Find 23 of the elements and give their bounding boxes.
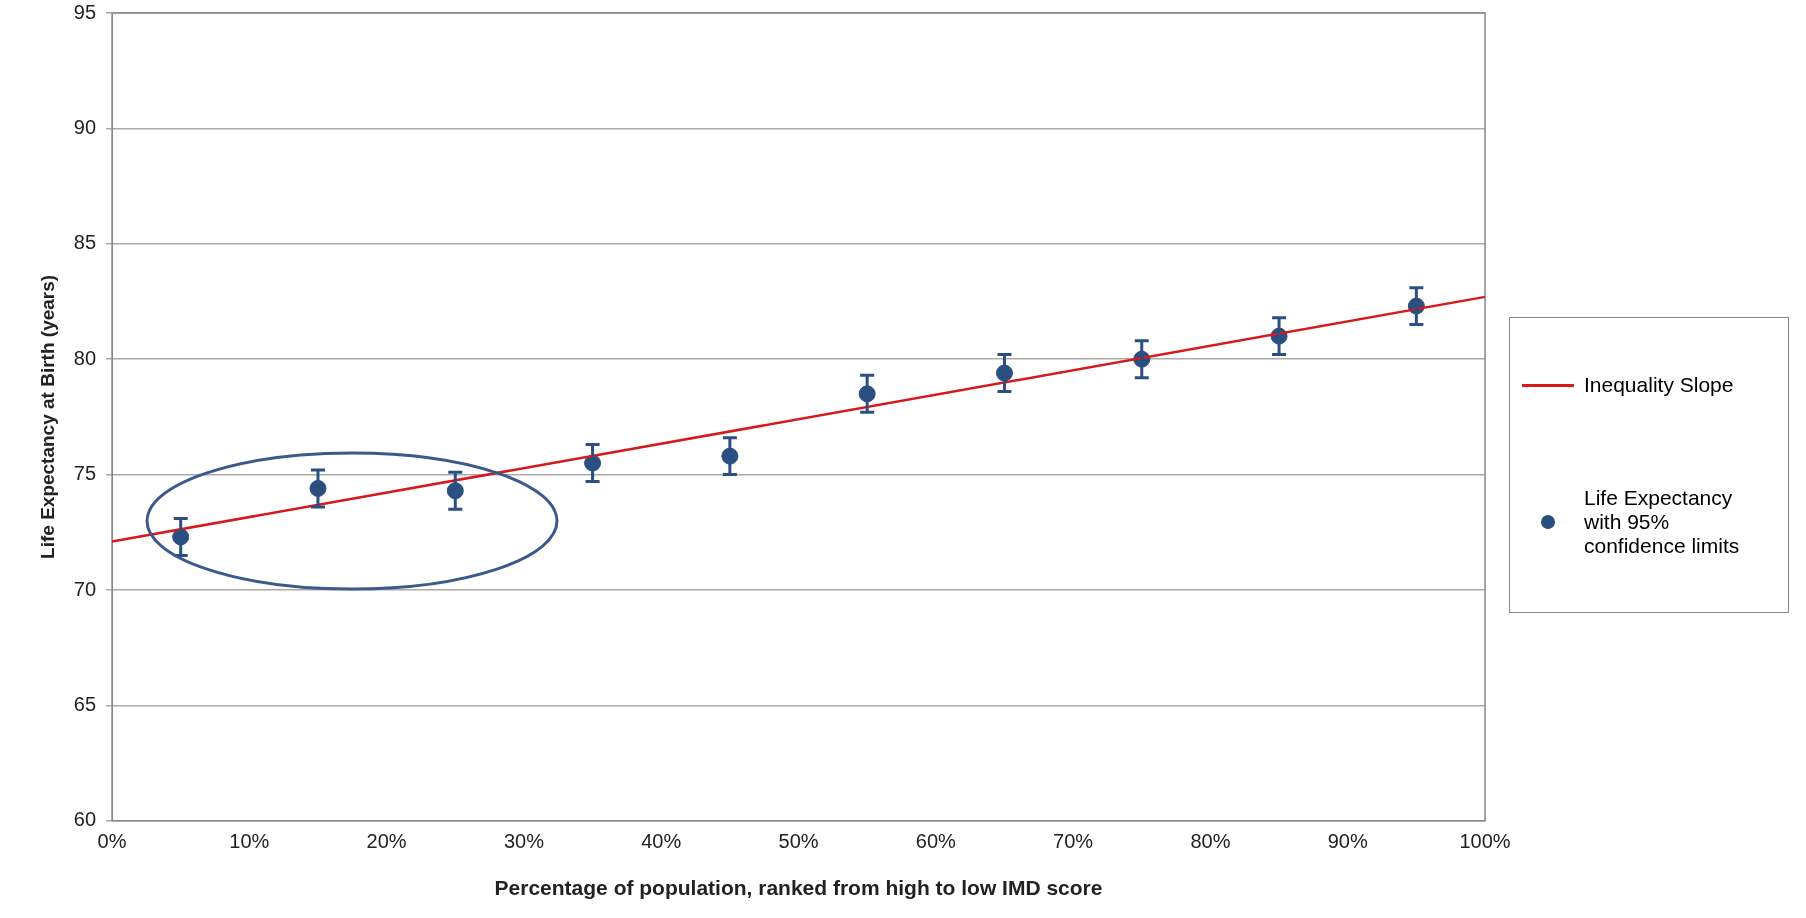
- y-tick-label: 95: [73, 0, 97, 23]
- y-tick-label: 60: [73, 808, 97, 831]
- legend-label: Life Expectancy with 95% confidence limits: [1584, 485, 1741, 558]
- y-tick-label: 75: [73, 462, 97, 485]
- x-axis-title: Percentage of population, ranked from high to low IMD score: [494, 876, 1103, 900]
- y-tick-label: 65: [73, 692, 97, 715]
- x-tick-label: 70%: [1053, 830, 1094, 853]
- x-tick-label: 60%: [915, 830, 957, 853]
- x-tick-label: 40%: [641, 830, 682, 853]
- y-axis-title: Life Expectancy at Birth (years): [36, 274, 58, 559]
- y-tick-label: 90: [73, 115, 97, 138]
- y-tick-label: 85: [73, 231, 97, 254]
- x-tick-label: 90%: [1327, 830, 1368, 853]
- x-tick-label: 0%: [97, 830, 127, 853]
- y-tick-label: 80: [73, 346, 97, 369]
- x-tick-label: 100%: [1459, 830, 1511, 853]
- legend-label: Inequality Slope: [1584, 372, 1734, 397]
- x-tick-label: 80%: [1190, 830, 1231, 853]
- y-tick-label: 70: [73, 577, 97, 600]
- x-tick-label: 50%: [778, 830, 819, 853]
- x-tick-label: 20%: [366, 830, 407, 853]
- x-tick-label: 10%: [229, 830, 270, 853]
- x-tick-label: 30%: [503, 830, 545, 853]
